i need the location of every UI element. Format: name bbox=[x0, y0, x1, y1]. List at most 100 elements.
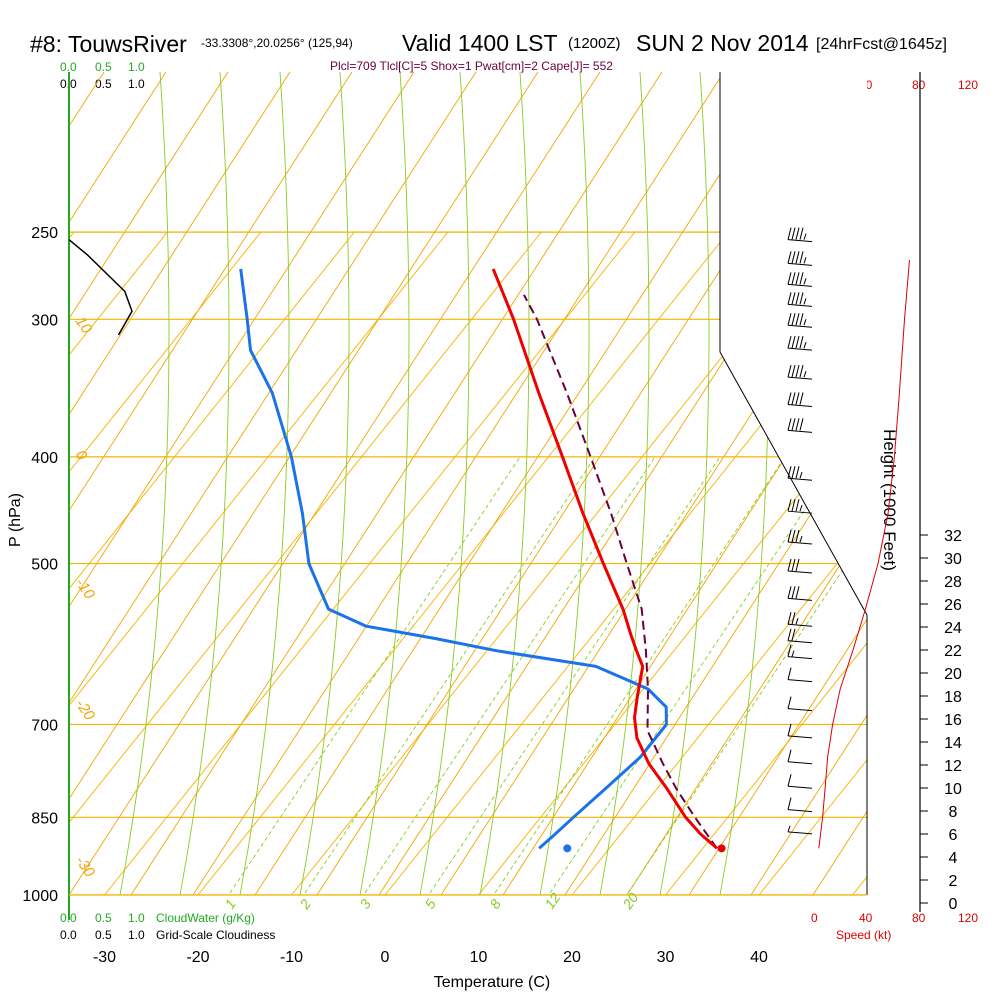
temperature-tick-label: 0 bbox=[381, 949, 390, 966]
wind-barb-flag bbox=[795, 336, 800, 349]
isotherm-line bbox=[852, 876, 867, 895]
pressure-tick-label: 850 bbox=[31, 810, 58, 827]
wind-barb-flag bbox=[791, 418, 796, 431]
wind-barb-flag bbox=[787, 365, 792, 378]
dry-adiabat-line bbox=[502, 329, 867, 895]
wind-barb-flag bbox=[787, 418, 792, 431]
wind-barb bbox=[787, 313, 813, 328]
wind-barb-shaft bbox=[787, 541, 813, 545]
dry-adiabat-line bbox=[69, 72, 167, 224]
wind-barb bbox=[787, 774, 813, 789]
mixing-ratio-label: 2 bbox=[296, 896, 314, 913]
pressure-tick-label: 500 bbox=[31, 557, 58, 574]
cloud-fraction-profile bbox=[68, 239, 133, 336]
wind-barb-shaft bbox=[787, 477, 813, 481]
wind-barb bbox=[787, 797, 813, 813]
dry-adiabat-line bbox=[192, 72, 725, 895]
pressure-tick-label: 1000 bbox=[22, 888, 58, 905]
wind-barb-shaft bbox=[787, 656, 813, 660]
wind-barb-flag bbox=[787, 466, 792, 479]
speed-axis-label: Speed (kt) bbox=[836, 928, 891, 942]
height-tick-label: 2 bbox=[949, 873, 958, 890]
wind-barb-flag bbox=[787, 628, 792, 641]
moist-adiabat-line bbox=[419, 72, 470, 895]
wind-barb-half-flag bbox=[799, 535, 803, 543]
height-tick-label: 6 bbox=[949, 827, 958, 844]
moist-adiabat-line bbox=[659, 72, 710, 895]
dry-adiabat-line bbox=[69, 72, 105, 128]
dry-adiabat-label: -20 bbox=[72, 696, 99, 724]
wind-barb-flag bbox=[791, 466, 796, 479]
wind-barb-flag bbox=[795, 272, 800, 285]
temperature-profile bbox=[491, 268, 718, 850]
wind-barb bbox=[787, 272, 813, 287]
y-axis-title: P (hPa) bbox=[7, 493, 24, 547]
height-tick-label: 18 bbox=[944, 689, 962, 706]
pressure-tick-label: 400 bbox=[31, 450, 58, 467]
wind-barb-flag bbox=[787, 749, 792, 762]
dry-adiabat-line bbox=[69, 72, 477, 704]
wind-barb bbox=[787, 749, 813, 765]
wind-barb-flag bbox=[787, 797, 792, 810]
bottom-cloudiness-tick: 0.0 bbox=[60, 928, 77, 942]
wind-barb-flag bbox=[795, 558, 800, 572]
wind-barb bbox=[787, 251, 813, 266]
mixing-ratio-label: 5 bbox=[421, 896, 439, 912]
temperature-tick-label: 10 bbox=[470, 949, 488, 966]
moist-adiabat-line bbox=[599, 72, 650, 895]
wind-barb-flag bbox=[787, 292, 792, 305]
wind-barb-shaft bbox=[787, 761, 813, 765]
forecast-info: [24hrFcst@1645z] bbox=[816, 36, 947, 53]
height-tick-label: 16 bbox=[944, 712, 962, 729]
height-tick-label: 30 bbox=[944, 551, 962, 568]
moist-adiabat-line bbox=[299, 72, 350, 895]
wind-barb bbox=[787, 418, 813, 433]
wind-barb bbox=[787, 499, 813, 514]
wind-barb-half-flag bbox=[803, 257, 807, 264]
wind-barb-flag bbox=[791, 313, 796, 326]
wind-barb-flag bbox=[799, 365, 804, 378]
wind-barb-shaft bbox=[787, 429, 813, 433]
moist-adiabat-line bbox=[539, 72, 590, 895]
moist-adiabat-line bbox=[119, 72, 170, 895]
wind-barb-flag bbox=[787, 272, 792, 285]
mixing-ratio-label: 3 bbox=[356, 896, 374, 912]
wind-barb-flag bbox=[795, 227, 800, 240]
wind-barb-flag bbox=[795, 529, 800, 543]
mixing-ratio-label: 1 bbox=[221, 896, 239, 912]
surface-temperature-marker bbox=[717, 844, 726, 853]
bottom-speed-tick: 40 bbox=[859, 911, 873, 925]
top-cloudwater-tick: 1.0 bbox=[128, 60, 145, 74]
wind-barb-half-flag bbox=[803, 233, 807, 240]
wind-barb-half-flag bbox=[803, 319, 807, 326]
wind-barb-flag bbox=[799, 272, 804, 285]
wind-barb-flag bbox=[787, 313, 792, 326]
utc-time: (1200Z) bbox=[568, 35, 621, 52]
wind-barb-half-flag bbox=[803, 342, 807, 349]
dry-adiabat-line bbox=[0, 0, 549, 895]
mixing-ratio-line bbox=[627, 532, 867, 894]
mixing-ratio-line bbox=[364, 456, 656, 894]
wind-barb-shaft bbox=[787, 324, 813, 328]
parcel-trace bbox=[523, 294, 718, 849]
wind-barb-flag bbox=[795, 499, 800, 512]
wind-speed-profile bbox=[818, 259, 910, 849]
wind-barb bbox=[787, 644, 813, 660]
wind-barb-shaft bbox=[787, 239, 813, 243]
valid-time: Valid 1400 LST bbox=[402, 30, 558, 56]
wind-barb-half-flag bbox=[803, 371, 807, 378]
wind-barb-flag bbox=[791, 558, 796, 572]
wind-barb-shaft bbox=[787, 303, 813, 307]
wind-barb bbox=[787, 667, 813, 683]
wind-barb-flag bbox=[799, 313, 804, 326]
dewpoint-profile bbox=[239, 268, 668, 850]
wind-barb bbox=[787, 628, 813, 644]
temperature-tick-label: 30 bbox=[657, 949, 675, 966]
wind-barb bbox=[787, 612, 813, 627]
height-tick-label: 10 bbox=[944, 781, 962, 798]
dry-adiabat-line bbox=[564, 426, 867, 895]
top-speed-tick: 120 bbox=[958, 78, 978, 92]
station-title: #8: TouwsRiver bbox=[30, 31, 187, 57]
wind-barb bbox=[787, 227, 813, 243]
